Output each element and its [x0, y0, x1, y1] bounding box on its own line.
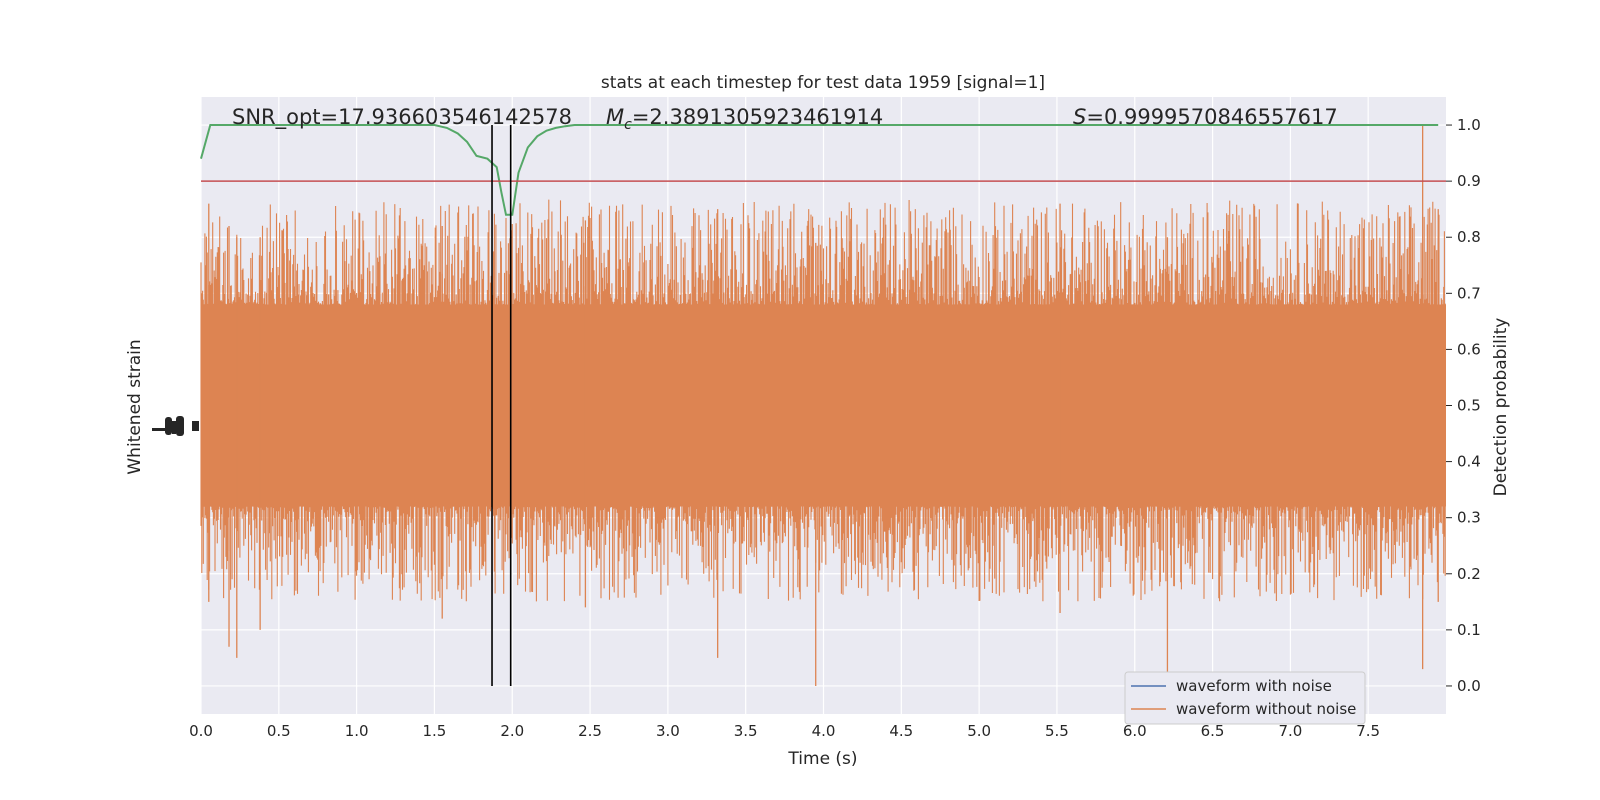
- x-tick-label: 7.0: [1278, 722, 1302, 740]
- x-tick-label: 0.5: [267, 722, 291, 740]
- x-tick-label: 1.0: [345, 722, 369, 740]
- chart-marks: [200, 124, 1446, 686]
- x-tick-label: 3.5: [734, 722, 758, 740]
- noise-waveform-area: [200, 125, 1446, 686]
- x-axis-label: Time (s): [787, 749, 857, 769]
- detection-probability-line: [200, 124, 1439, 216]
- legend-label-without-noise: waveform without noise: [1176, 700, 1356, 718]
- y-tick-label: 0.4: [1457, 453, 1481, 471]
- legend: waveform with noise waveform without noi…: [1124, 671, 1366, 725]
- y-tick-label: 0.7: [1457, 284, 1481, 302]
- snr-annotation: SNR_opt=17.936603546142578: [232, 105, 572, 130]
- y-tick-label: 0.8: [1457, 228, 1481, 246]
- x-tick-label: 2.5: [578, 722, 602, 740]
- left-axis-tick-clutter: [152, 416, 199, 436]
- x-tick-label: 5.0: [967, 722, 991, 740]
- legend-label-with-noise: waveform with noise: [1176, 677, 1332, 695]
- x-tick-label: 4.0: [812, 722, 836, 740]
- legend-box: [1124, 671, 1366, 725]
- y-tick-label: 0.2: [1457, 565, 1481, 583]
- y-tick-label: 0.0: [1457, 677, 1481, 695]
- x-tick-label: 7.5: [1356, 722, 1380, 740]
- y-tick-label: 0.3: [1457, 509, 1481, 527]
- y-axis-label-left: Whitened strain: [125, 339, 145, 474]
- x-tick-label: 6.5: [1201, 722, 1225, 740]
- y-tick-label: 0.1: [1457, 621, 1481, 639]
- y-tick-label: 0.6: [1457, 340, 1481, 358]
- y-tick-label: 1.0: [1457, 116, 1481, 134]
- x-axis: 0.0 0.5 1.0 1.5 2.0 2.5 3.0 3.5 4.0 4.5 5.0 5.5 6.0 6…: [189, 722, 1380, 740]
- y-axis-label-right: Detection probability: [1491, 318, 1511, 497]
- x-tick-label: 6.0: [1123, 722, 1147, 740]
- x-tick-label: 4.5: [889, 722, 913, 740]
- x-tick-label: 3.0: [656, 722, 680, 740]
- y-axis-right: 0.0 0.1 0.2 0.3 0.4 0.5 0.6 0.7 0.8 0.9 1.0: [1446, 116, 1481, 695]
- score-annotation: S=0.9999570846557617: [1073, 105, 1338, 129]
- x-tick-label: 5.5: [1045, 722, 1069, 740]
- chirp-mass-annotation: Mc=2.3891305923461914: [606, 105, 883, 133]
- y-tick-label: 0.9: [1457, 172, 1481, 190]
- chart-title: stats at each timestep for test data 195…: [601, 73, 1045, 93]
- x-tick-label: 1.5: [423, 722, 447, 740]
- waveform-without-noise: [200, 199, 1446, 602]
- y-tick-label: 0.5: [1457, 397, 1481, 415]
- x-tick-label: 2.0: [500, 722, 524, 740]
- x-tick-label: 0.0: [189, 722, 213, 740]
